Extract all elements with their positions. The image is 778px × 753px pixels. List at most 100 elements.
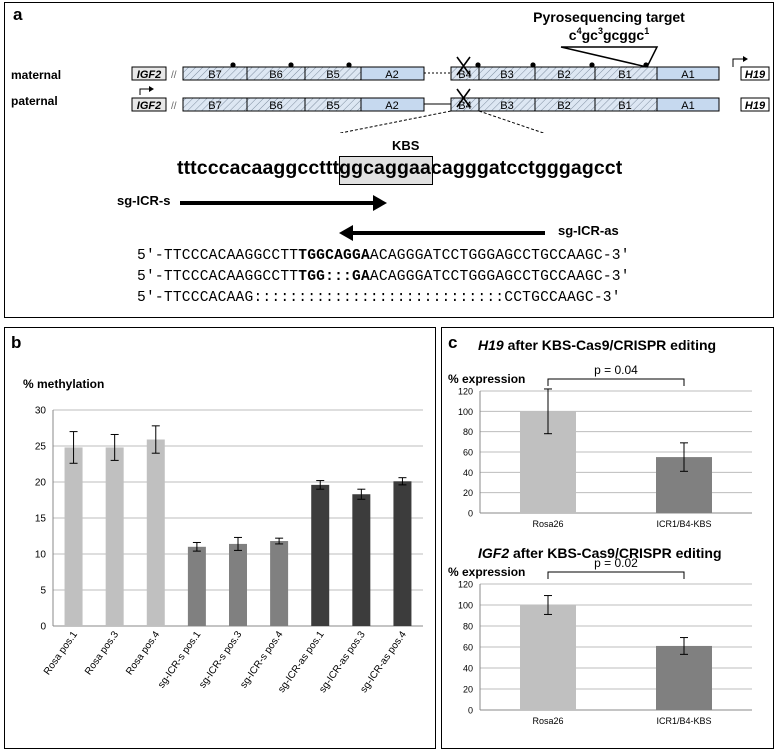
- svg-text:B5: B5: [326, 69, 339, 81]
- zoom-line-left: [338, 110, 452, 133]
- svg-text:B3: B3: [500, 100, 513, 112]
- svg-text:IGF2: IGF2: [137, 69, 161, 81]
- kbs-box: [339, 156, 433, 185]
- methylation-ytick-label: 25: [35, 442, 47, 453]
- methylation-chart: 0 5 10 15 20 25 30 Rosa pos.1 Rosa pos.3 Rosa pos…: [35, 406, 423, 695]
- h19-ytick-label: 0: [468, 509, 473, 519]
- methylation-bar: [229, 543, 247, 626]
- pyro-triangle: [560, 46, 659, 68]
- panel-b-label: b: [11, 333, 22, 352]
- maternal-row: IGF2 // B7 B6 B5 A2 B4 B3 B2 B1 A1: [131, 56, 770, 81]
- methylation-bar: [146, 439, 165, 626]
- panel-a-label: a: [13, 5, 23, 24]
- sequence-line-2: 5'-TTCCCACAAGGCCTTTGG:::GAACAGGGATCCTGGG…: [137, 269, 630, 285]
- h19-chart-title: H19 after KBS-Cas9/CRISPR editing: [478, 337, 717, 353]
- svg-text:B7: B7: [208, 100, 221, 112]
- panel-c-label: c: [448, 333, 458, 352]
- methylation-ytick-label: 5: [40, 586, 46, 597]
- svg-text://: //: [171, 70, 177, 81]
- igf2-bar: [520, 605, 576, 710]
- methylation-category-label: Rosa pos.1: [42, 629, 80, 677]
- svg-text:B2: B2: [557, 100, 570, 112]
- zoom-line-right: [478, 110, 545, 133]
- h19-ytick-label: 60: [463, 448, 473, 458]
- methylation-category-label: sg-ICR-s pos.1: [156, 629, 204, 690]
- svg-text:IGF2: IGF2: [137, 100, 161, 112]
- igf2-ytick-label: 100: [458, 601, 473, 611]
- igf2-ylabel: % expression: [448, 565, 526, 579]
- h19-ytick-label: 20: [463, 488, 473, 498]
- svg-text:B6: B6: [269, 69, 282, 81]
- svg-text:B4: B4: [458, 100, 471, 112]
- igf2-category-label: Rosa26: [532, 716, 563, 726]
- h19-ytick-label: 80: [463, 427, 473, 437]
- svg-text:A2: A2: [385, 100, 398, 112]
- methylation-ytick-label: 10: [35, 550, 47, 561]
- igf2-ytick-label: 40: [463, 664, 473, 674]
- pyro-sequence: c4gc3gcggc1: [569, 26, 649, 43]
- kbs-label: KBS: [392, 138, 420, 153]
- igf2-ytick-label: 0: [468, 706, 473, 716]
- h19-ytick-label: 100: [458, 407, 473, 417]
- svg-text:B7: B7: [208, 69, 221, 81]
- h19-category-label: Rosa26: [532, 519, 563, 529]
- methylation-bar: [64, 447, 83, 626]
- h19-category-label: ICR1/B4-KBS: [656, 519, 711, 529]
- igf2-pvalue: p = 0.02: [594, 556, 638, 570]
- svg-text:A1: A1: [681, 100, 694, 112]
- sg-icr-as-label: sg-ICR-as: [558, 223, 619, 238]
- kbs-sequence: tttcccacaaggcctttggcaggaacagggatcctgggag…: [177, 157, 623, 179]
- panel-a: a Pyrosequencing target c4gc3gcggc1 mate…: [4, 2, 774, 318]
- igf2-significance-bracket: [547, 571, 685, 579]
- h19-ylabel: % expression: [448, 372, 526, 386]
- svg-text:H19: H19: [745, 69, 766, 81]
- igf2-category-label: ICR1/B4-KBS: [656, 716, 711, 726]
- svg-text:B5: B5: [326, 100, 339, 112]
- maternal-label: maternal: [11, 68, 61, 82]
- svg-text:H19: H19: [745, 100, 766, 112]
- sg-icr-s-label: sg-ICR-s: [117, 193, 171, 208]
- svg-text:B3: B3: [500, 69, 513, 81]
- paternal-label: paternal: [11, 94, 58, 108]
- methylation-category-label: sg-ICR-as pos.4: [358, 629, 409, 695]
- paternal-row: IGF2 // B7 B6 B5 A2 B4 B3 B2 B1 A1 H19: [131, 86, 770, 112]
- sequence-line-1: 5'-TTCCCACAAGGCCTTTGGCAGGAACAGGGATCCTGGG…: [137, 248, 630, 264]
- igf2-ytick-label: 80: [463, 622, 473, 632]
- svg-text:B2: B2: [557, 69, 570, 81]
- igf2-chart-title: IGF2 after KBS-Cas9/CRISPR editing: [478, 545, 722, 561]
- methylation-ytick-label: 0: [40, 622, 46, 633]
- methylation-ytick-label: 30: [35, 406, 47, 417]
- methylation-category-label: Rosa pos.4: [124, 629, 162, 677]
- sequence-line-3: 5'-TTCCCACAAG:::::::::::::::::::::::::::…: [137, 290, 621, 306]
- svg-text:A1: A1: [681, 69, 694, 81]
- methylation-ytick-label: 20: [35, 478, 47, 489]
- h19-ytick-label: 120: [458, 387, 473, 397]
- svg-text:B1: B1: [618, 100, 631, 112]
- methylation-bar: [187, 546, 206, 626]
- methylation-category-label: sg-ICR-s pos.4: [238, 629, 286, 690]
- igf2-bar: [656, 645, 712, 710]
- methylation-ylabel: % methylation: [23, 377, 105, 391]
- svg-text://: //: [171, 101, 177, 112]
- h19-pvalue: p = 0.04: [594, 363, 638, 377]
- igf2-ytick-label: 20: [463, 685, 473, 695]
- igf2-ytick-label: 60: [463, 643, 473, 653]
- methylation-bar: [311, 484, 330, 626]
- methylation-category-label: sg-ICR-s pos.3: [197, 629, 245, 690]
- h19-ytick-label: 40: [463, 468, 473, 478]
- methylation-bar: [393, 481, 412, 626]
- pyro-title: Pyrosequencing target: [533, 9, 685, 25]
- h19-significance-bracket: [547, 378, 685, 386]
- panel-c: c H19 after KBS-Cas9/CRISPR editing % ex…: [441, 327, 774, 749]
- svg-text:B6: B6: [269, 100, 282, 112]
- expression-charts: 0 20 40 60 80 100 120 Rosa26 ICR1/B4-KBS p = 0.04…: [458, 363, 752, 726]
- methylation-ytick-label: 15: [35, 514, 47, 525]
- igf2-ytick-label: 120: [458, 580, 473, 590]
- panel-b: b % methylation 0 5 10 15 20 25 30 Rosa pos.1 Ro…: [4, 327, 436, 749]
- methylation-bar: [352, 494, 371, 626]
- icr-diagram: Pyrosequencing target c4gc3gcggc1 matern…: [11, 9, 770, 133]
- svg-text:B1: B1: [618, 69, 631, 81]
- methylation-category-label: Rosa pos.3: [83, 629, 121, 677]
- methylation-bar: [105, 447, 124, 626]
- methylation-bar: [270, 541, 289, 626]
